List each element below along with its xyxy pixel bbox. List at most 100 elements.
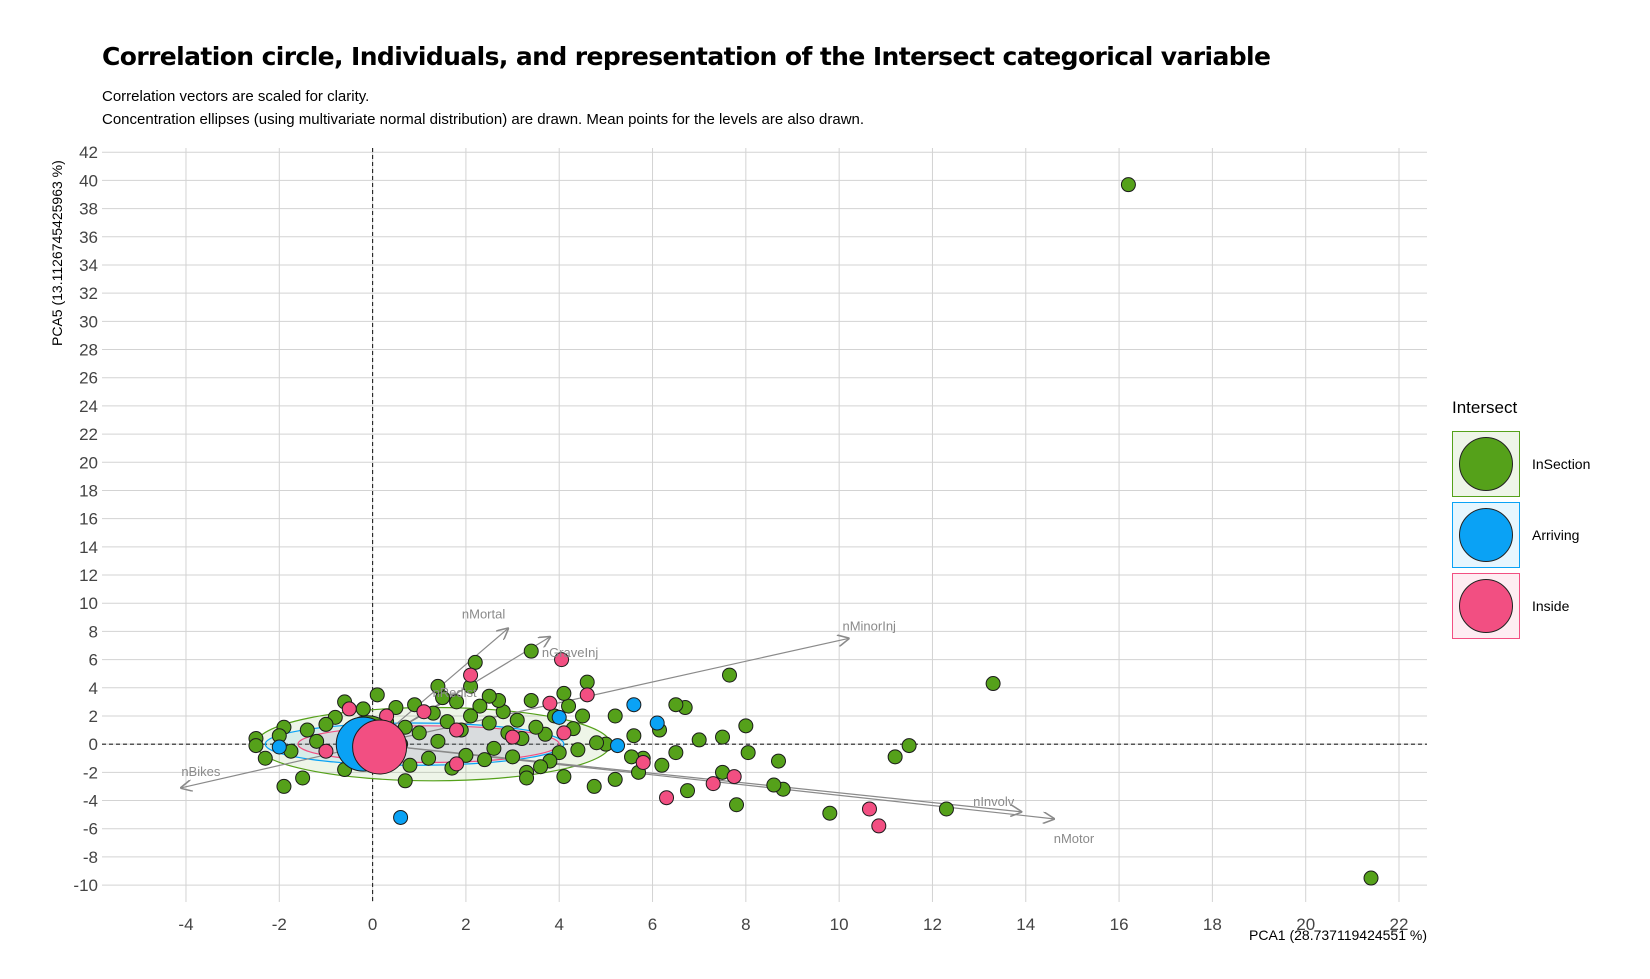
legend-label-inside: Inside bbox=[1532, 597, 1570, 614]
point-insection-4 bbox=[901, 738, 917, 754]
variable-label-nmotor: nMotor bbox=[1054, 831, 1095, 846]
point-insection-13 bbox=[722, 667, 738, 683]
point-insection-11 bbox=[740, 745, 756, 761]
point-inside-3 bbox=[705, 776, 721, 792]
grid-lines bbox=[102, 148, 1427, 902]
chart-title: Correlation circle, Individuals, and rep… bbox=[102, 42, 1271, 71]
point-insection-89 bbox=[318, 716, 334, 732]
x-tick-label-0: 0 bbox=[368, 915, 377, 934]
point-insection-1 bbox=[1363, 870, 1379, 886]
point-insection-60 bbox=[467, 654, 483, 670]
point-insection-27 bbox=[607, 708, 623, 724]
point-arriving-0 bbox=[393, 809, 409, 825]
legend-swatch-insection bbox=[1459, 436, 1513, 491]
point-inside-4 bbox=[659, 790, 675, 806]
y-tick-label-10: 10 bbox=[79, 594, 98, 613]
y-tick-label-38: 38 bbox=[79, 200, 98, 219]
y-tick-label-24: 24 bbox=[79, 397, 98, 416]
point-insection-43 bbox=[533, 759, 549, 775]
point-insection-69 bbox=[430, 733, 446, 749]
chart-subtitle-line-2: Concentration ellipses (using multivaria… bbox=[102, 111, 865, 128]
point-insection-31 bbox=[586, 778, 602, 794]
point-insection-67 bbox=[439, 714, 455, 730]
point-insection-79 bbox=[388, 700, 404, 716]
y-tick-label-18: 18 bbox=[79, 481, 98, 500]
x-axis-title: PCA1 (28.737119424551 %) bbox=[1249, 927, 1427, 943]
point-insection-75 bbox=[402, 757, 418, 773]
point-insection-39 bbox=[551, 745, 567, 761]
point-insection-56 bbox=[481, 688, 497, 704]
y-tick-label-8: 8 bbox=[89, 622, 98, 641]
legend-key-arriving bbox=[1452, 501, 1520, 568]
x-tick-label-4: 4 bbox=[554, 915, 563, 934]
point-insection-26 bbox=[626, 728, 642, 744]
y-tick-label--6: -6 bbox=[83, 820, 98, 839]
point-arriving-5 bbox=[649, 715, 665, 731]
legend-swatch-arriving bbox=[1459, 507, 1513, 562]
legend-item-inside: Inside bbox=[1452, 570, 1590, 641]
axis-tick-labels: -4 -2 0 2 4 6 8 10 12 14 16 18 20 22-10-8-6-4-2024681… bbox=[73, 143, 1408, 934]
legend: Intersect InSection Arriving Inside bbox=[1452, 398, 1590, 641]
group-mean-points bbox=[335, 715, 408, 775]
point-insection-72 bbox=[421, 750, 437, 766]
point-insection-63 bbox=[458, 747, 474, 763]
point-insection-2 bbox=[985, 676, 1001, 692]
point-insection-48 bbox=[519, 770, 535, 786]
y-axis-title: PCA5 (13.1126745425963 %) bbox=[49, 160, 65, 346]
point-inside-5 bbox=[635, 754, 651, 770]
y-tick-label-16: 16 bbox=[79, 510, 98, 529]
legend-swatch-inside bbox=[1459, 578, 1513, 633]
legend-title: Intersect bbox=[1452, 398, 1518, 417]
x-tick-label-14: 14 bbox=[1016, 915, 1035, 934]
variable-label-ngraveinj: nGraveInj bbox=[542, 645, 598, 660]
variable-label-nredist: nRedist bbox=[433, 685, 477, 700]
y-tick-label--10: -10 bbox=[73, 876, 98, 895]
point-insection-37 bbox=[556, 685, 572, 701]
point-inside-9 bbox=[542, 695, 558, 711]
point-inside-12 bbox=[449, 756, 465, 772]
x-tick-label-18: 18 bbox=[1203, 915, 1222, 934]
variable-label-nminorinj: nMinorInj bbox=[842, 618, 896, 633]
y-tick-label-40: 40 bbox=[79, 171, 98, 190]
point-inside-16 bbox=[318, 743, 334, 759]
y-tick-label-6: 6 bbox=[89, 651, 98, 670]
variable-label-nbikes: nBikes bbox=[181, 764, 221, 779]
point-insection-91 bbox=[299, 722, 315, 738]
point-insection-55 bbox=[486, 740, 502, 756]
point-insection-73 bbox=[411, 725, 427, 741]
point-insection-34 bbox=[570, 742, 586, 758]
point-inside-14 bbox=[416, 704, 432, 720]
point-insection-50 bbox=[509, 712, 525, 728]
x-tick-label--4: -4 bbox=[178, 915, 193, 934]
point-insection-10 bbox=[738, 718, 754, 734]
point-insection-62 bbox=[463, 708, 479, 724]
point-arriving-4 bbox=[626, 697, 642, 713]
point-arriving-2 bbox=[551, 709, 567, 725]
y-tick-label-20: 20 bbox=[79, 453, 98, 472]
y-tick-label-26: 26 bbox=[79, 369, 98, 388]
point-inside-13 bbox=[449, 722, 465, 738]
x-tick-label-2: 2 bbox=[461, 915, 470, 934]
y-tick-label--8: -8 bbox=[83, 848, 98, 867]
point-insection-36 bbox=[561, 698, 577, 714]
point-insection-65 bbox=[449, 694, 465, 710]
point-inside-10 bbox=[505, 729, 521, 745]
point-insection-33 bbox=[575, 708, 591, 724]
x-tick-label-8: 8 bbox=[741, 915, 750, 934]
y-tick-label-42: 42 bbox=[79, 143, 98, 162]
point-arriving-1 bbox=[271, 739, 287, 755]
point-inside-11 bbox=[463, 667, 479, 683]
reference-lines bbox=[102, 148, 1427, 902]
point-inside-6 bbox=[579, 687, 595, 703]
legend-label-insection: InSection bbox=[1532, 455, 1591, 472]
point-insection-59 bbox=[472, 698, 488, 714]
point-insection-19 bbox=[668, 697, 684, 713]
y-tick-label--2: -2 bbox=[83, 763, 98, 782]
x-tick-label-6: 6 bbox=[648, 915, 657, 934]
x-tick-label-22: 22 bbox=[1390, 915, 1409, 934]
individual-points bbox=[248, 177, 1379, 886]
point-insection-46 bbox=[523, 692, 539, 708]
point-insection-97 bbox=[257, 750, 273, 766]
y-tick-label--4: -4 bbox=[83, 792, 98, 811]
point-insection-82 bbox=[369, 687, 385, 703]
